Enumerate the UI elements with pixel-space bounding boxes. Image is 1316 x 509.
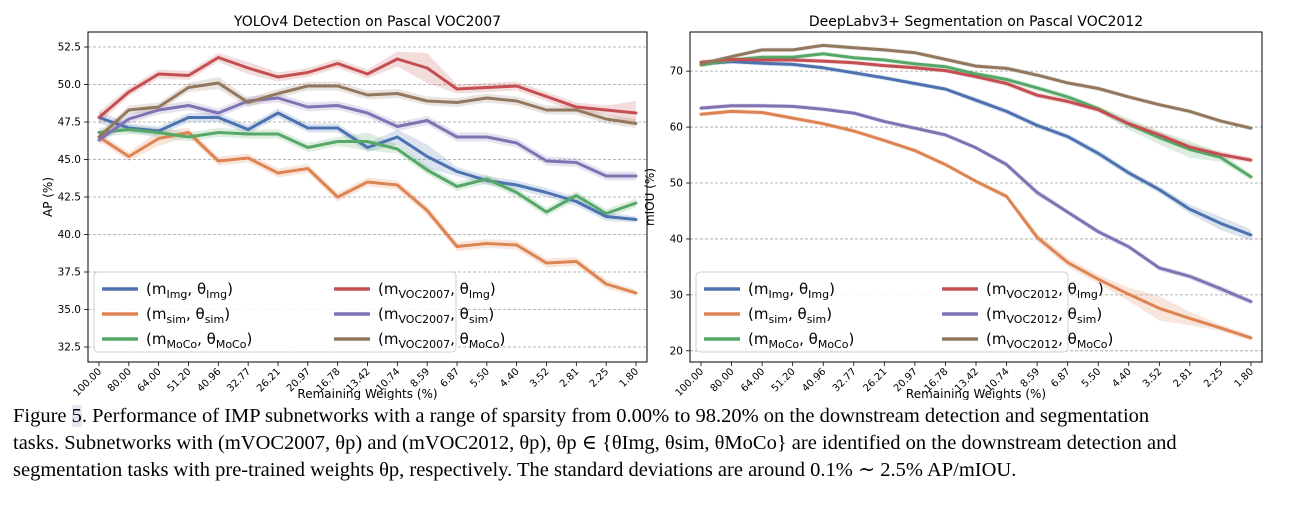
y-tick-label: 50	[670, 178, 683, 190]
series-band	[99, 51, 636, 125]
series-line	[699, 60, 1253, 237]
legend-label: (mVOC2012, θImg)	[986, 280, 1104, 301]
series-line	[97, 111, 638, 221]
legend-label: (mVOC2007, θsim)	[378, 305, 494, 326]
x-tick-label: 32.77	[831, 366, 859, 394]
x-tick-label: 6.87	[1049, 366, 1073, 390]
legend-label: (mVOC2007, θMoCo)	[378, 330, 505, 351]
x-tick-label: 32.77	[225, 366, 253, 394]
caption-fig-number[interactable]: 5	[71, 405, 82, 427]
y-tick-label: 60	[670, 122, 683, 134]
x-tick-label: 4.40	[498, 366, 522, 390]
x-tick-label: 2.25	[588, 366, 612, 390]
caption-line-2: tasks. Subnetworks with (mVOC2007, θp) a…	[13, 432, 1177, 454]
legend-label: (mMoCo, θMoCo)	[748, 330, 854, 351]
chart-title: YOLOv4 Detection on Pascal VOC2007	[233, 14, 501, 30]
x-tick-label: 1.80	[618, 366, 642, 390]
x-tick-label: 51.20	[166, 366, 194, 394]
x-tick-label: 100.00	[72, 366, 105, 399]
caption-line-1-text: . Performance of IMP subnetworks with a …	[81, 405, 1150, 427]
x-tick-label: 64.00	[136, 366, 164, 394]
x-axis-label: Remaining Weights (%)	[906, 387, 1046, 400]
series-line	[97, 81, 638, 139]
legend-label: (msim, θsim)	[748, 305, 832, 326]
y-tick-label: 35.0	[58, 304, 81, 316]
y-tick-label: 42.5	[58, 192, 81, 204]
series-band	[99, 93, 636, 181]
x-axis-label: Remaining Weights (%)	[297, 387, 437, 400]
y-tick-label: 40.0	[58, 229, 81, 241]
series-band	[99, 128, 636, 296]
series-line	[97, 56, 638, 119]
series-line	[699, 43, 1253, 130]
series-line	[699, 57, 1253, 162]
series-band	[701, 109, 1251, 341]
x-tick-label: 100.00	[674, 366, 707, 399]
x-tick-label: 4.40	[1110, 366, 1134, 390]
series-band	[99, 125, 636, 218]
series-line	[699, 52, 1253, 179]
y-tick-label: 52.5	[58, 42, 81, 54]
legend-label: (msim, θsim)	[146, 305, 230, 326]
x-tick-label: 40.96	[800, 366, 828, 394]
legend-label: (mMoCo, θMoCo)	[146, 330, 252, 351]
y-tick-label: 45.0	[58, 154, 81, 166]
x-tick-label: 2.81	[1171, 366, 1195, 390]
x-tick-label: 5.50	[1080, 366, 1104, 390]
chart-panel-1: YOLOv4 Detection on Pascal VOC2007 32.5 35…	[41, 14, 648, 400]
series-band	[701, 57, 1251, 163]
caption-line-1: Figure 5. Performance of IMP subnetworks…	[13, 403, 1303, 430]
legend-label: (mVOC2012, θsim)	[986, 305, 1102, 326]
x-tick-label: 2.81	[558, 366, 582, 390]
legend-label: (mVOC2012, θMoCo)	[986, 330, 1113, 351]
x-tick-label: 3.52	[528, 366, 552, 390]
figure-canvas: YOLOv4 Detection on Pascal VOC2007 32.5 35…	[41, 14, 1263, 400]
x-tick-label: 64.00	[739, 366, 767, 394]
x-tick-label: 80.00	[709, 366, 737, 394]
series-line	[699, 104, 1253, 304]
chart-title: DeepLabv3+ Segmentation on Pascal VOC201…	[809, 14, 1143, 30]
x-tick-label: 26.21	[861, 366, 889, 394]
x-tick-label: 51.20	[770, 366, 798, 394]
legend-label: (mVOC2007, θImg)	[378, 280, 496, 301]
series-line	[97, 131, 638, 295]
y-tick-label: 50.0	[58, 79, 81, 91]
y-tick-label: 40	[670, 233, 683, 245]
x-tick-label: 26.21	[255, 366, 283, 394]
caption-fig-label: Figure	[13, 405, 72, 427]
x-tick-label: 5.50	[468, 366, 492, 390]
y-axis-label: mIOU (%)	[643, 168, 657, 226]
x-tick-label: 2.25	[1202, 366, 1226, 390]
figure-caption: Figure 5. Performance of IMP subnetworks…	[13, 403, 1303, 484]
legend: (mImg, θImg) (msim, θsim) (mMoCo, θMoCo) (m…	[93, 271, 505, 353]
x-tick-label: 40.96	[195, 366, 223, 394]
legend-label: (mImg, θImg)	[146, 280, 233, 301]
series-line	[97, 96, 638, 178]
plot-frame	[87, 31, 648, 363]
chart-panel-2: DeepLabv3+ Segmentation on Pascal VOC201…	[643, 14, 1263, 400]
legend: (mImg, θImg) (msim, θsim) (mMoCo, θMoCo) (m…	[695, 271, 1113, 353]
y-tick-label: 32.5	[58, 342, 81, 354]
y-tick-label: 70	[670, 66, 683, 78]
legend-box	[695, 271, 1069, 353]
x-tick-label: 1.80	[1233, 366, 1257, 390]
series-line	[699, 109, 1253, 340]
y-tick-label: 37.5	[58, 267, 81, 279]
x-tick-label: 3.52	[1141, 366, 1165, 390]
x-tick-label: 80.00	[106, 366, 134, 394]
x-tick-label: 6.87	[439, 366, 463, 390]
y-tick-label: 30	[670, 289, 683, 301]
series-line	[97, 128, 638, 215]
y-tick-label: 20	[670, 345, 683, 357]
caption-line-3: segmentation tasks with pre-trained weig…	[13, 459, 1017, 481]
legend-box	[93, 271, 457, 353]
y-tick-label: 47.5	[58, 117, 81, 129]
plot-frame	[689, 31, 1263, 363]
y-axis-label: AP (%)	[41, 177, 55, 217]
legend-label: (mImg, θImg)	[748, 280, 835, 301]
